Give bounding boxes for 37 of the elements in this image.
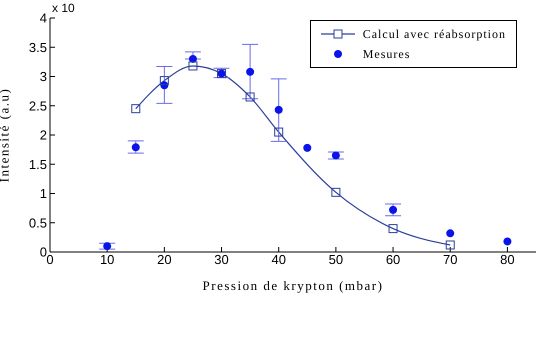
x-tick-label: 50 xyxy=(328,252,344,268)
point xyxy=(303,144,312,152)
point xyxy=(389,206,398,214)
y-tick-label: 2.5 xyxy=(28,98,47,114)
y-tick-label: 1 xyxy=(40,186,47,202)
y-tick-label: 1.5 xyxy=(28,156,47,172)
point xyxy=(332,151,340,160)
text: x 10 xyxy=(52,1,75,15)
point xyxy=(446,229,454,238)
point xyxy=(503,237,512,246)
point xyxy=(246,68,254,76)
point xyxy=(132,143,140,152)
point xyxy=(446,240,455,250)
x-tick-label: 40 xyxy=(271,252,286,268)
y-tick-label: 4 xyxy=(40,10,47,26)
x-tick-label: 30 xyxy=(214,252,229,268)
point xyxy=(388,224,398,234)
y-tick-label: 2 xyxy=(40,128,47,143)
point xyxy=(160,76,169,86)
legend-label: Mesures xyxy=(362,46,410,62)
legend-label: Calcul avec réabsorption xyxy=(362,26,506,42)
point xyxy=(188,61,198,70)
point xyxy=(131,104,140,114)
x-tick-label: 60 xyxy=(386,252,400,268)
point xyxy=(274,128,284,137)
point xyxy=(103,242,112,250)
y-tick-label: 3.5 xyxy=(28,40,47,55)
x-tick-label: 20 xyxy=(157,252,172,268)
x-axis-title: Pression de krypton (mbar) xyxy=(202,278,384,293)
point xyxy=(246,92,255,102)
y-tick-label: 3 xyxy=(40,69,47,84)
x-tick-label: 70 xyxy=(443,252,458,268)
x-tick-label: 80 xyxy=(500,252,515,268)
y-tick-label: 0.5 xyxy=(28,215,47,230)
point xyxy=(274,106,283,114)
point xyxy=(331,188,340,197)
x-tick-label: 10 xyxy=(100,252,114,268)
